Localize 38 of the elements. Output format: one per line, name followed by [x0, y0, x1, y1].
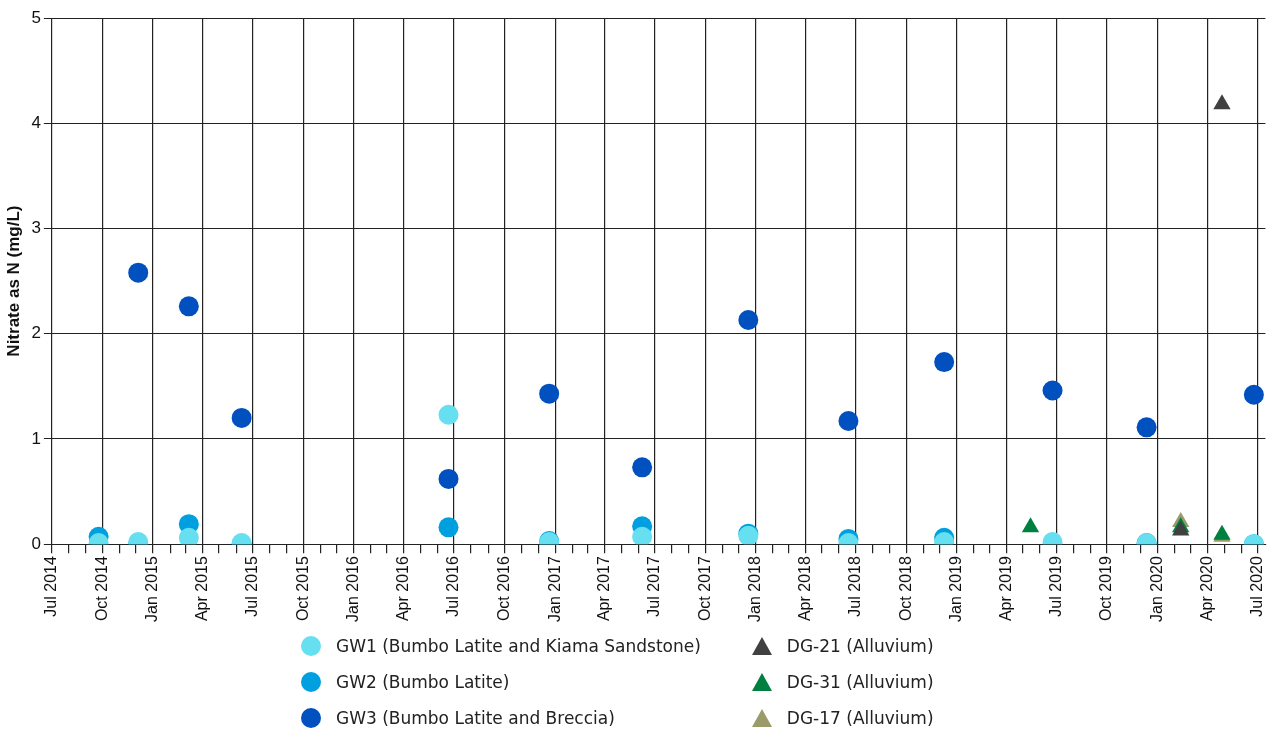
x-tick-label: Jul 2019 [1046, 556, 1064, 617]
x-tick-label: Jul 2017 [645, 556, 663, 617]
x-tick-label: Oct 2017 [695, 556, 713, 622]
x-tick-label: Jul 2016 [444, 556, 462, 617]
x-tick-label: Jan 2018 [746, 556, 764, 623]
x-tick-label: Oct 2015 [293, 556, 311, 622]
x-tick-label: Jan 2017 [545, 556, 563, 623]
x-tick-label: Oct 2016 [495, 556, 513, 622]
x-tick-label: Jul 2020 [1248, 556, 1266, 617]
y-tick-label: 0 [31, 533, 41, 553]
x-tick-label: Jan 2020 [1148, 556, 1166, 623]
x-tick-label: Jan 2016 [344, 556, 362, 623]
x-tick-label: Jan 2019 [947, 556, 965, 623]
x-tick-label: Jan 2015 [143, 556, 161, 623]
x-tick-label: Apr 2016 [394, 556, 412, 622]
x-tick-label: Jul 2014 [42, 556, 60, 617]
y-axis-title: Nitrate as N (mg/L) [3, 205, 23, 357]
legend-label: DG-31 (Alluvium) [786, 672, 934, 692]
x-tick-label: Apr 2020 [1198, 556, 1216, 622]
y-tick-label: 1 [31, 428, 41, 448]
legend-label: DG-21 (Alluvium) [786, 636, 934, 656]
legend-label: GW1 (Bumbo Latite and Kiama Sandstone) [336, 636, 701, 656]
x-tick-label: Oct 2014 [92, 556, 110, 622]
y-tick-label: 5 [31, 7, 41, 27]
y-tick-label: 4 [31, 112, 41, 132]
x-tick-label: Jul 2018 [846, 556, 863, 617]
x-tick-label: Apr 2018 [795, 556, 813, 622]
x-tick-label: Oct 2018 [896, 556, 914, 622]
x-tick-label: Oct 2019 [1097, 556, 1115, 622]
x-tick-label: Apr 2017 [595, 556, 613, 622]
legend-label: GW3 (Bumbo Latite and Breccia) [336, 708, 615, 728]
y-tick-label: 3 [31, 218, 41, 238]
x-tick-label: Jul 2015 [243, 556, 261, 617]
legend-label: GW2 (Bumbo Latite) [336, 672, 510, 692]
x-tick-label: Apr 2019 [996, 556, 1014, 622]
y-tick-label: 2 [31, 323, 41, 343]
x-tick-label: Apr 2015 [193, 556, 210, 622]
legend-label: DG-17 (Alluvium) [786, 708, 934, 728]
